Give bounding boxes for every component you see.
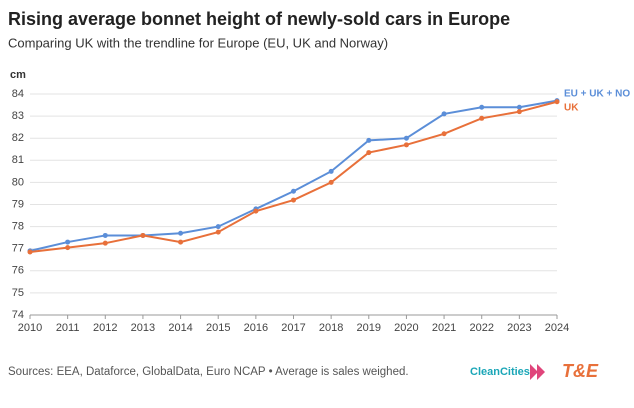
chart-title: Rising average bonnet height of newly-so… <box>8 9 510 29</box>
y-tick-label: 74 <box>12 309 24 321</box>
source-note: Sources: EEA, Dataforce, GlobalData, Eur… <box>8 366 409 378</box>
data-point <box>102 240 108 246</box>
data-point <box>403 142 409 148</box>
data-point <box>328 179 334 185</box>
x-tick-label: 2020 <box>394 322 418 334</box>
x-tick-label: 2017 <box>281 322 305 334</box>
y-tick-label: 82 <box>12 132 24 144</box>
x-tick-label: 2018 <box>319 322 343 334</box>
x-tick-label: 2021 <box>432 322 456 334</box>
data-point <box>366 137 372 143</box>
data-point <box>516 104 522 110</box>
x-tick-label: 2016 <box>244 322 268 334</box>
x-tick-label: 2015 <box>206 322 230 334</box>
data-point <box>215 229 221 235</box>
data-point <box>403 135 409 141</box>
data-point <box>178 230 184 236</box>
data-point <box>366 150 372 156</box>
y-tick-label: 76 <box>12 265 24 277</box>
data-point <box>479 104 485 110</box>
data-point <box>441 111 447 117</box>
x-tick-label: 2014 <box>168 322 192 334</box>
logo-cleancities: CleanCities <box>470 366 530 378</box>
data-point <box>479 115 485 121</box>
data-point <box>65 239 71 245</box>
data-point <box>140 232 146 238</box>
y-tick-label: 78 <box>12 221 24 233</box>
x-tick-label: 2010 <box>18 322 42 334</box>
y-tick-label: 77 <box>12 243 24 255</box>
data-point <box>215 224 221 230</box>
chart-subtitle: Comparing UK with the trendline for Euro… <box>8 35 388 50</box>
y-tick-label: 81 <box>12 154 24 166</box>
y-tick-label: 84 <box>12 88 24 100</box>
x-tick-label: 2023 <box>507 322 531 334</box>
logo-te: T&E <box>562 361 599 381</box>
y-tick-label: 75 <box>12 287 24 299</box>
x-tick-label: 2024 <box>545 322 569 334</box>
y-tick-label: 79 <box>12 198 24 210</box>
y-tick-label: 80 <box>12 176 24 188</box>
data-point <box>291 197 296 203</box>
x-tick-label: 2013 <box>131 322 155 334</box>
data-point <box>516 109 522 115</box>
logo-icon <box>530 364 545 380</box>
data-point <box>328 168 334 174</box>
data-point <box>65 245 71 251</box>
y-axis-label: cm <box>10 69 26 81</box>
legend-label: EU + UK + NO <box>564 89 630 100</box>
data-point <box>554 99 560 105</box>
x-tick-label: 2022 <box>469 322 493 334</box>
y-tick-label: 83 <box>12 110 24 122</box>
x-tick-label: 2011 <box>56 322 80 334</box>
legend-label: UK <box>564 103 579 114</box>
data-point <box>178 239 184 245</box>
data-point <box>441 131 447 137</box>
data-point <box>253 208 259 214</box>
data-point <box>102 232 108 238</box>
data-point <box>291 188 296 194</box>
x-tick-label: 2012 <box>93 322 117 334</box>
data-point <box>27 249 33 255</box>
x-tick-label: 2019 <box>357 322 381 334</box>
